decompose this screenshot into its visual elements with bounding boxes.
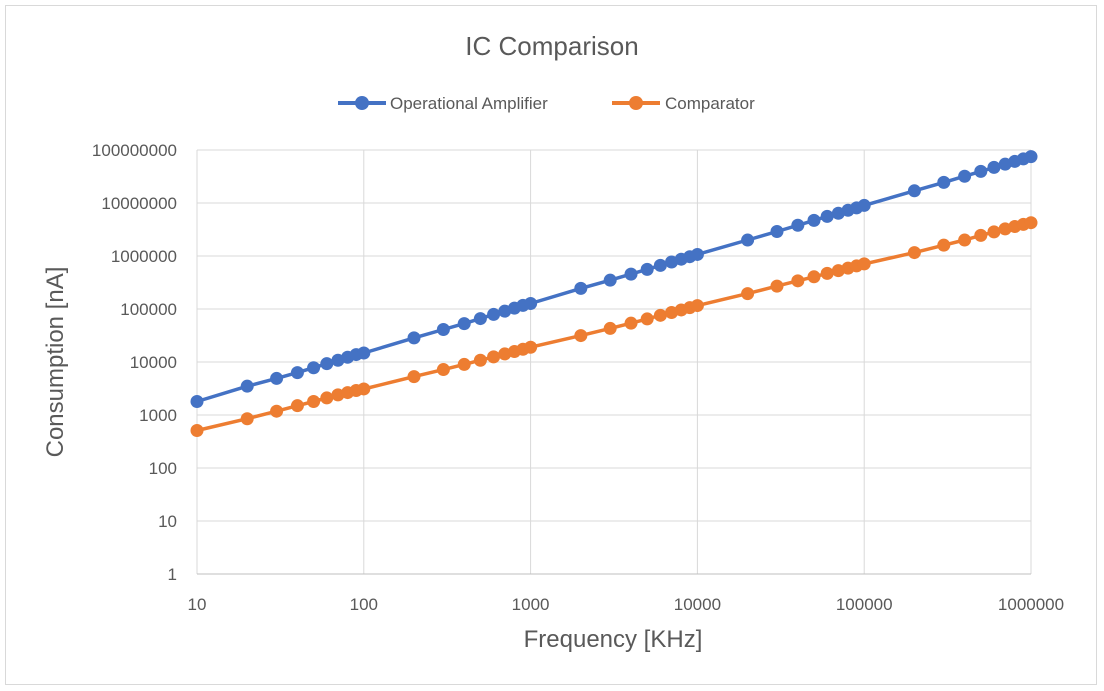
data-point-comparator	[624, 316, 638, 330]
x-axis-ticks: 10 100 1000 10000 100000 1000000	[188, 595, 1065, 614]
x-tick-label: 100	[350, 595, 378, 614]
data-point-operational-amplifier	[487, 307, 501, 321]
y-tick-label: 1	[168, 565, 177, 584]
data-point-operational-amplifier	[603, 273, 617, 287]
x-tick-label: 10	[188, 595, 207, 614]
data-point-operational-amplifier	[820, 209, 834, 223]
gridlines	[196, 149, 1032, 575]
series-operational-amplifier	[190, 150, 1038, 408]
x-tick-label: 1000	[512, 595, 550, 614]
data-point-comparator	[307, 394, 321, 408]
data-point-comparator	[320, 391, 334, 405]
data-point-operational-amplifier	[653, 258, 667, 272]
x-tick-label: 100000	[836, 595, 893, 614]
data-point-operational-amplifier	[624, 267, 638, 281]
data-point-comparator	[270, 404, 284, 418]
data-point-comparator	[240, 412, 254, 426]
data-point-comparator	[407, 370, 421, 384]
data-point-operational-amplifier	[958, 169, 972, 183]
data-point-operational-amplifier	[407, 331, 421, 345]
data-point-operational-amplifier	[270, 371, 284, 385]
data-point-operational-amplifier	[640, 262, 654, 276]
legend-label-comparator: Comparator	[665, 94, 755, 113]
data-point-comparator	[987, 225, 1001, 239]
data-point-comparator	[820, 266, 834, 280]
data-point-comparator	[290, 399, 304, 413]
data-point-comparator	[741, 287, 755, 301]
y-tick-label: 1000	[139, 406, 177, 425]
x-tick-label: 10000	[674, 595, 721, 614]
data-point-comparator	[524, 340, 538, 354]
data-point-operational-amplifier	[307, 361, 321, 375]
data-point-operational-amplifier	[857, 198, 871, 212]
data-point-comparator	[653, 308, 667, 322]
data-point-comparator	[574, 329, 588, 343]
y-tick-label: 100000000	[92, 141, 177, 160]
data-point-comparator	[857, 257, 871, 271]
data-point-comparator	[807, 270, 821, 284]
data-point-operational-amplifier	[974, 164, 988, 178]
series-comparator	[190, 216, 1038, 437]
y-axis-ticks: 1 10 100 1000 10000 100000 1000000 10000000 1000…	[92, 141, 177, 584]
legend-marker-comparator	[629, 96, 643, 110]
data-point-operational-amplifier	[320, 357, 334, 371]
data-point-comparator	[907, 246, 921, 260]
data-point-operational-amplifier	[436, 323, 450, 337]
chart-title: IC Comparison	[465, 31, 638, 61]
data-point-operational-amplifier	[290, 366, 304, 380]
legend-item-comparator: Comparator	[612, 94, 755, 113]
data-point-comparator	[958, 233, 972, 247]
data-point-comparator	[603, 321, 617, 335]
series-layer	[190, 150, 1038, 437]
data-point-comparator	[791, 274, 805, 288]
data-point-operational-amplifier	[770, 224, 784, 238]
data-point-operational-amplifier	[791, 218, 805, 232]
y-tick-label: 10000	[130, 353, 177, 372]
chart-area	[5, 5, 1097, 685]
data-point-operational-amplifier	[357, 346, 371, 360]
data-point-comparator	[937, 238, 951, 252]
data-point-operational-amplifier	[807, 213, 821, 227]
data-point-operational-amplifier	[1024, 150, 1038, 164]
legend-item-operational-amplifier: Operational Amplifier	[338, 94, 548, 113]
data-point-comparator	[974, 228, 988, 242]
data-point-comparator	[487, 350, 501, 364]
y-tick-label: 10000000	[101, 194, 177, 213]
data-point-comparator	[690, 299, 704, 313]
data-point-operational-amplifier	[987, 160, 1001, 174]
y-tick-label: 100000	[120, 300, 177, 319]
data-point-comparator	[357, 382, 371, 396]
x-axis-title: Frequency [KHz]	[524, 626, 703, 653]
data-point-operational-amplifier	[240, 379, 254, 393]
y-tick-label: 1000000	[111, 247, 177, 266]
data-point-operational-amplifier	[524, 296, 538, 310]
legend-marker-operational-amplifier	[355, 96, 369, 110]
data-point-comparator	[436, 363, 450, 377]
data-point-operational-amplifier	[741, 233, 755, 247]
y-tick-label: 10	[158, 512, 177, 531]
data-point-operational-amplifier	[574, 281, 588, 295]
y-axis-title: Consumption [nA]	[42, 267, 69, 458]
y-tick-label: 100	[149, 459, 177, 478]
data-point-comparator	[473, 353, 487, 367]
data-point-operational-amplifier	[190, 394, 204, 408]
legend: Operational Amplifier Comparator	[338, 94, 755, 113]
data-point-comparator	[770, 279, 784, 293]
legend-label-operational-amplifier: Operational Amplifier	[390, 94, 548, 113]
x-tick-label: 1000000	[998, 595, 1064, 614]
data-point-operational-amplifier	[937, 175, 951, 189]
data-point-operational-amplifier	[907, 184, 921, 198]
data-point-comparator	[640, 312, 654, 326]
data-point-comparator	[457, 357, 471, 371]
data-point-operational-amplifier	[690, 247, 704, 261]
data-point-comparator	[1024, 216, 1038, 230]
data-point-operational-amplifier	[473, 312, 487, 326]
data-point-comparator	[190, 423, 204, 437]
data-point-operational-amplifier	[457, 317, 471, 331]
